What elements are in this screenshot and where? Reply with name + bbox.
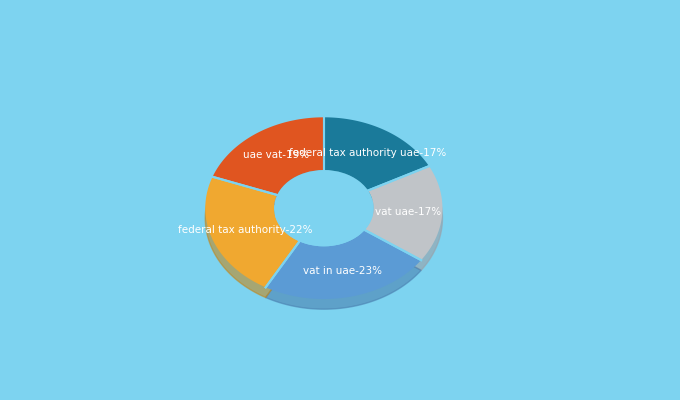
Polygon shape (324, 117, 429, 190)
Polygon shape (324, 128, 429, 201)
Text: uae vat-19%: uae vat-19% (243, 150, 309, 160)
Polygon shape (266, 240, 421, 309)
Polygon shape (364, 166, 443, 260)
Polygon shape (213, 117, 324, 195)
Polygon shape (266, 230, 421, 299)
Text: federal tax authority-22%: federal tax authority-22% (177, 226, 312, 236)
Text: federal tax authority uae-17%: federal tax authority uae-17% (289, 148, 446, 158)
Ellipse shape (274, 170, 374, 246)
Polygon shape (205, 187, 299, 298)
Polygon shape (213, 128, 324, 205)
Polygon shape (205, 177, 299, 287)
Polygon shape (364, 176, 443, 270)
Text: vat uae-17%: vat uae-17% (375, 207, 441, 217)
Text: vat in uae-23%: vat in uae-23% (303, 266, 382, 276)
